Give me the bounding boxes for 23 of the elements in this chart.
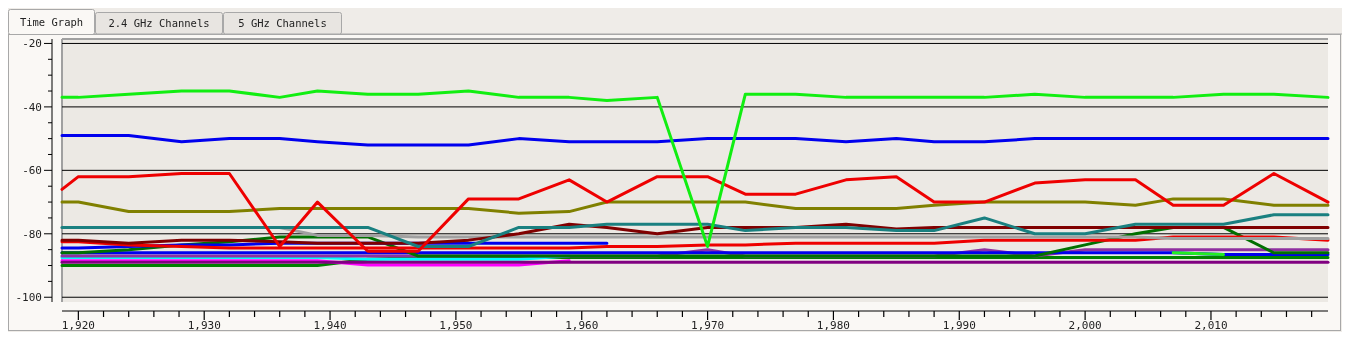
line-series (60, 197, 1330, 215)
y-tick-label: -80 (22, 227, 42, 241)
line-series (60, 172, 1330, 253)
x-tick-label: 1,990 (942, 319, 976, 332)
text: 5 GHz Channels (238, 17, 327, 29)
x-tick-label: 1,980 (816, 319, 850, 332)
x-tick-label: 1,950 (439, 319, 473, 332)
x-tick-label: 2,000 (1068, 319, 1102, 332)
y-tick-label: -20 (22, 37, 42, 51)
x-tick-label: 1,960 (565, 319, 599, 332)
y-tick-label: -100 (15, 291, 42, 305)
x-tick-label: 1,930 (187, 319, 221, 332)
x-tick-label: 1,920 (61, 319, 95, 332)
x-tick-label: 2,010 (1194, 319, 1228, 332)
line-series (60, 89, 1330, 248)
y-tick-label: -40 (22, 100, 42, 114)
y-tick-label: -60 (22, 164, 42, 178)
line-series (60, 213, 1330, 248)
x-tick-label: 1,940 (313, 319, 347, 332)
text: Time Graph (19, 16, 84, 28)
text: 2.4 GHz Channels (108, 17, 210, 29)
line-series (60, 133, 1330, 147)
x-tick-label: 1,970 (691, 319, 725, 332)
